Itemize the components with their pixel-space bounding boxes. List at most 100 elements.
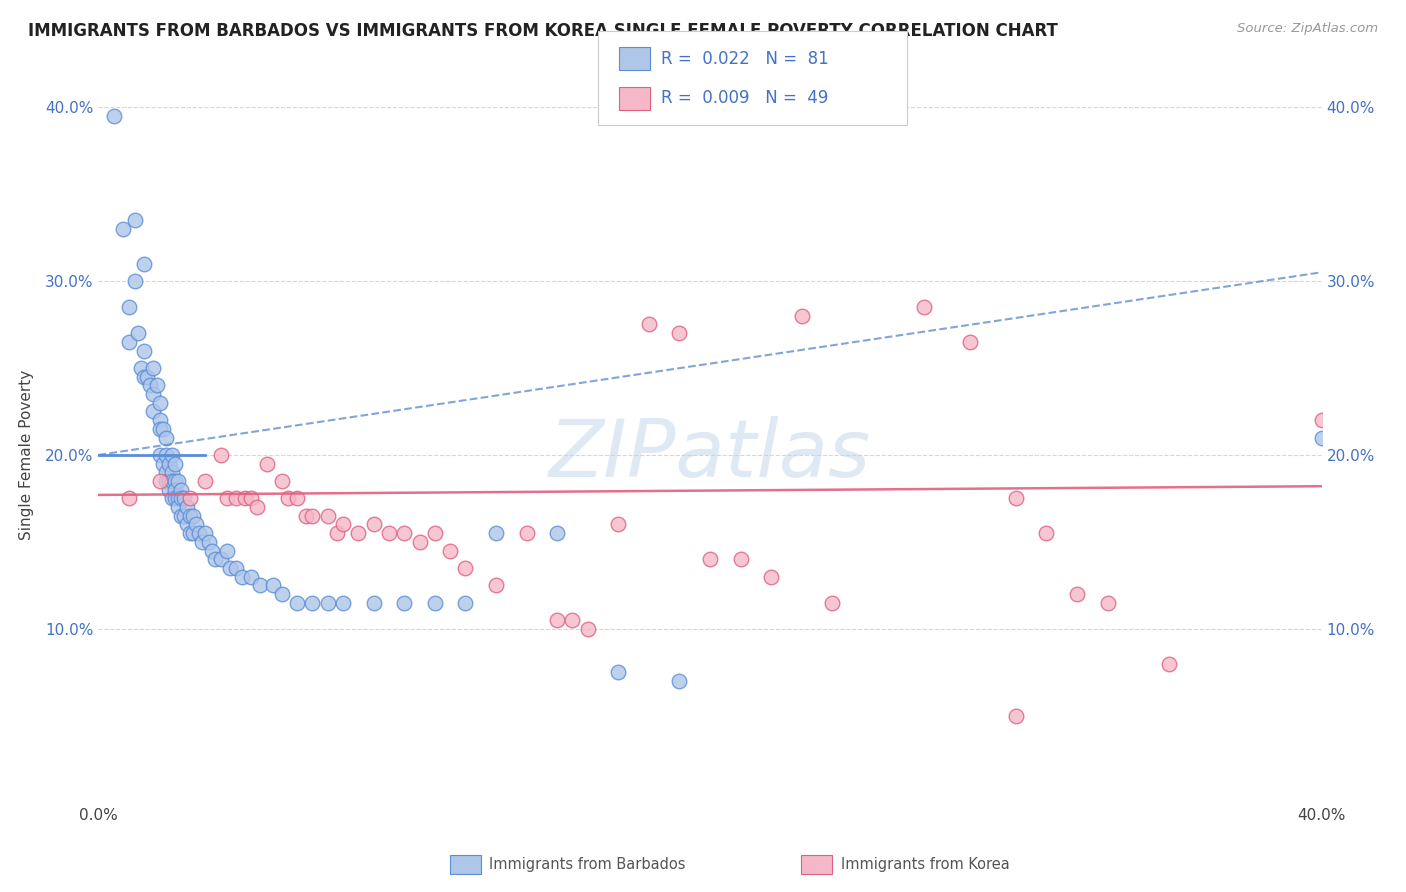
Point	[249, 578, 271, 592]
Point	[561, 613, 583, 627]
Point	[152, 457, 174, 471]
Point	[163, 491, 186, 506]
Point	[149, 448, 172, 462]
Point	[167, 491, 190, 506]
Point	[912, 300, 935, 314]
Point	[1310, 431, 1333, 445]
Point	[295, 508, 318, 523]
Point	[240, 570, 263, 584]
Point	[149, 422, 172, 436]
Point	[204, 552, 226, 566]
Point	[730, 552, 752, 566]
Point	[170, 491, 193, 506]
Text: Immigrants from Barbados: Immigrants from Barbados	[489, 857, 686, 871]
Point	[134, 343, 156, 358]
Point	[191, 534, 214, 549]
Point	[129, 360, 152, 375]
Point	[188, 526, 211, 541]
Point	[607, 517, 630, 532]
Point	[160, 466, 183, 480]
Point	[454, 561, 477, 575]
Text: R =  0.009   N =  49: R = 0.009 N = 49	[661, 89, 828, 107]
Point	[139, 378, 162, 392]
Point	[118, 334, 141, 349]
Point	[240, 491, 263, 506]
Point	[1157, 657, 1180, 671]
Point	[136, 369, 159, 384]
Point	[152, 422, 174, 436]
Point	[959, 334, 981, 349]
Point	[1066, 587, 1088, 601]
Point	[118, 300, 141, 314]
Point	[155, 466, 177, 480]
Point	[219, 561, 242, 575]
Point	[270, 587, 292, 601]
Point	[163, 457, 186, 471]
Point	[347, 526, 370, 541]
Point	[1004, 708, 1026, 723]
Point	[231, 570, 253, 584]
Point	[215, 543, 238, 558]
Point	[423, 526, 446, 541]
Point	[170, 508, 193, 523]
Point	[277, 491, 299, 506]
Point	[209, 552, 232, 566]
Point	[149, 413, 172, 427]
Point	[118, 491, 141, 506]
Point	[149, 474, 172, 488]
Point	[142, 387, 165, 401]
Point	[256, 457, 278, 471]
Point	[546, 526, 568, 541]
Text: IMMIGRANTS FROM BARBADOS VS IMMIGRANTS FROM KOREA SINGLE FEMALE POVERTY CORRELAT: IMMIGRANTS FROM BARBADOS VS IMMIGRANTS F…	[28, 22, 1057, 40]
Point	[262, 578, 284, 592]
Point	[142, 360, 165, 375]
Point	[316, 596, 339, 610]
Point	[233, 491, 256, 506]
Point	[576, 622, 599, 636]
Point	[179, 491, 201, 506]
Point	[142, 404, 165, 418]
Point	[179, 508, 201, 523]
Point	[454, 596, 477, 610]
Point	[1097, 596, 1119, 610]
Point	[167, 474, 190, 488]
Point	[176, 500, 198, 514]
Point	[173, 508, 195, 523]
Point	[301, 508, 323, 523]
Point	[759, 570, 782, 584]
Point	[181, 526, 204, 541]
Point	[181, 508, 204, 523]
Point	[194, 526, 217, 541]
Point	[607, 665, 630, 680]
Point	[134, 369, 156, 384]
Point	[246, 500, 269, 514]
Point	[179, 526, 201, 541]
Point	[215, 491, 238, 506]
Point	[363, 596, 385, 610]
Point	[301, 596, 323, 610]
Point	[225, 561, 247, 575]
Point	[157, 457, 180, 471]
Point	[160, 474, 183, 488]
Point	[668, 674, 690, 689]
Point	[163, 474, 186, 488]
Point	[157, 483, 180, 497]
Point	[485, 526, 508, 541]
Point	[378, 526, 401, 541]
Point	[699, 552, 721, 566]
Point	[1004, 491, 1026, 506]
Point	[1310, 413, 1333, 427]
Point	[516, 526, 538, 541]
Point	[821, 596, 844, 610]
Point	[225, 491, 247, 506]
Point	[392, 596, 416, 610]
Point	[209, 448, 232, 462]
Point	[332, 596, 354, 610]
Y-axis label: Single Female Poverty: Single Female Poverty	[18, 370, 34, 540]
Point	[173, 491, 195, 506]
Point	[155, 448, 177, 462]
Point	[111, 221, 134, 235]
Point	[200, 543, 222, 558]
Point	[637, 318, 661, 332]
Point	[363, 517, 385, 532]
